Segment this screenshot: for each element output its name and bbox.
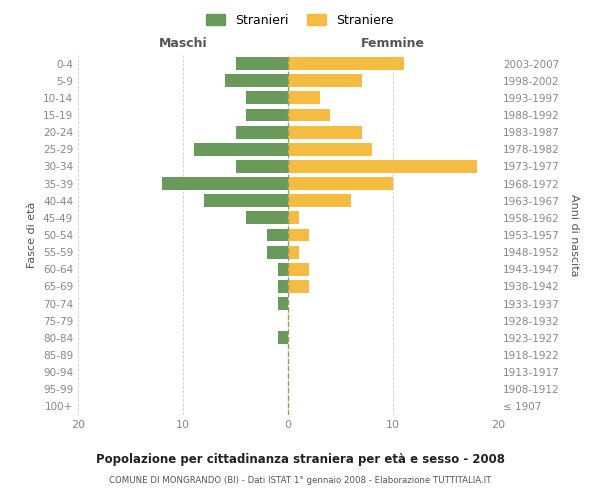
Text: Maschi: Maschi bbox=[158, 37, 208, 50]
Bar bbox=[267, 246, 288, 258]
Bar bbox=[162, 177, 288, 190]
Bar bbox=[288, 263, 309, 276]
Bar bbox=[288, 126, 361, 138]
Bar bbox=[246, 108, 288, 122]
Bar bbox=[288, 74, 361, 87]
Legend: Stranieri, Straniere: Stranieri, Straniere bbox=[202, 8, 398, 32]
Bar bbox=[288, 212, 299, 224]
Bar bbox=[288, 177, 393, 190]
Bar bbox=[277, 297, 288, 310]
Bar bbox=[225, 74, 288, 87]
Bar bbox=[288, 228, 309, 241]
Text: Popolazione per cittadinanza straniera per età e sesso - 2008: Popolazione per cittadinanza straniera p… bbox=[95, 452, 505, 466]
Bar bbox=[277, 332, 288, 344]
Y-axis label: Fasce di età: Fasce di età bbox=[28, 202, 37, 268]
Bar bbox=[246, 92, 288, 104]
Bar bbox=[288, 108, 330, 122]
Bar bbox=[288, 194, 351, 207]
Bar bbox=[193, 143, 288, 156]
Bar bbox=[267, 228, 288, 241]
Bar bbox=[235, 160, 288, 173]
Bar bbox=[288, 280, 309, 293]
Bar bbox=[288, 246, 299, 258]
Bar bbox=[288, 57, 404, 70]
Bar bbox=[288, 160, 477, 173]
Bar bbox=[277, 280, 288, 293]
Bar bbox=[204, 194, 288, 207]
Bar bbox=[235, 126, 288, 138]
Bar bbox=[288, 143, 372, 156]
Y-axis label: Anni di nascita: Anni di nascita bbox=[569, 194, 579, 276]
Text: COMUNE DI MONGRANDO (BI) - Dati ISTAT 1° gennaio 2008 - Elaborazione TUTTITALIA.: COMUNE DI MONGRANDO (BI) - Dati ISTAT 1°… bbox=[109, 476, 491, 485]
Bar bbox=[246, 212, 288, 224]
Bar bbox=[288, 92, 320, 104]
Bar bbox=[235, 57, 288, 70]
Text: Femmine: Femmine bbox=[361, 37, 425, 50]
Bar bbox=[277, 263, 288, 276]
